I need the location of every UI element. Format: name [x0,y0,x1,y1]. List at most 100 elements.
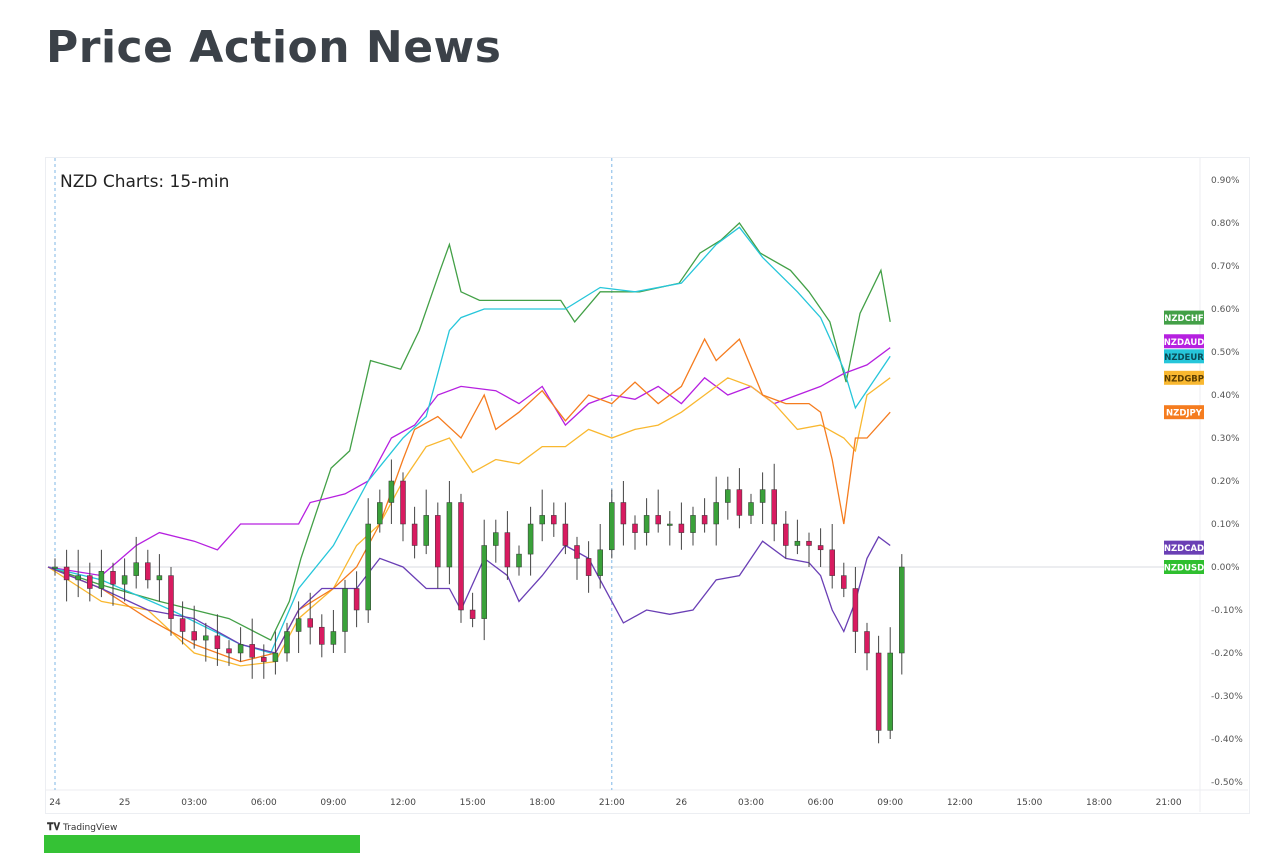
price-label-text: NZDAUD [1164,338,1205,348]
candle [655,489,661,533]
price-label-text: NZDGBP [1164,374,1204,384]
candle-body [597,549,603,576]
candle [423,489,429,555]
candle [98,549,105,598]
candle [609,489,615,559]
price-label-bg [1164,334,1204,349]
tradingview-attribution[interactable]: 𝐓𝐕 TradingView [47,822,117,833]
green-banner[interactable] [44,835,360,853]
candle-body [690,515,696,533]
candle [168,567,174,636]
x-tick-label: 12:00 [947,798,973,808]
candle-body [458,502,464,611]
candle [736,468,743,529]
candle-body [411,523,418,546]
price-label-text: NZDEUR [1164,353,1204,363]
candle [295,601,302,653]
x-tick-label: 15:00 [460,798,486,808]
candle-body [388,480,395,503]
y-tick-label: 0.90% [1211,176,1240,186]
candle [585,541,592,593]
candle [87,562,93,602]
series-line-nzdgbp [47,377,891,667]
tradingview-label: TradingView [62,823,118,833]
candle [690,506,696,546]
candle-body [330,631,337,645]
candle [539,489,545,542]
candle [748,493,754,524]
price-label-text: NZDUSD [1164,564,1204,574]
candle [249,618,255,679]
price-label-bg [1164,370,1204,385]
candle [783,511,789,559]
candle-body [806,540,812,546]
candle-body [75,575,81,581]
candle-body [237,644,244,654]
candle [365,498,371,623]
x-tick-label: 18:00 [529,798,555,808]
candle [272,631,279,675]
series-line-nzdeur [47,226,891,654]
candle [261,644,267,679]
candle [829,524,835,589]
tradingview-logo-icon: 𝐓𝐕 [47,822,61,833]
candle-body [551,515,557,525]
y-tick-label: 0.80% [1211,219,1240,229]
y-tick-label: 0.10% [1211,520,1240,530]
candle-body [574,545,580,559]
candle [446,481,453,585]
candle [887,627,893,739]
x-tick-label: 21:00 [599,798,625,808]
candle [667,511,673,546]
price-label-nzdusd: NZDUSD [1164,560,1204,574]
candle-body [342,588,348,632]
candle-body [400,480,406,525]
candle [121,558,128,602]
candle [875,635,882,744]
candle [342,579,348,653]
candle [330,610,337,653]
candle-body [667,523,673,526]
candle [156,554,163,602]
candle-body [748,502,754,516]
candle [203,622,209,662]
candle-body [655,515,661,525]
x-tick-label: 09:00 [877,798,903,808]
candle-body [319,626,325,645]
candle [806,532,812,567]
candle-body [725,489,731,503]
candle [759,472,766,524]
candle-body [98,571,105,589]
x-tick-label: 03:00 [181,798,207,808]
candle-body [493,532,499,546]
candle-body [133,562,139,576]
candle [353,571,360,628]
candle [179,601,186,645]
candle-body [794,540,801,546]
candle [643,498,650,546]
candle-body [864,631,870,654]
candle [319,614,325,658]
candle-body [759,489,766,503]
price-label-nzdjpy: NZDJPY [1164,405,1204,420]
price-label-text: NZDJPY [1166,409,1203,419]
candle-body [261,657,267,662]
candle-body [145,562,151,581]
price-label-bg [1164,310,1204,325]
y-tick-label: -0.20% [1211,649,1243,659]
y-tick-label: 0.70% [1211,262,1240,272]
price-label-text: NZDCAD [1164,544,1204,554]
candle-body [504,532,511,568]
candle [620,481,627,546]
candle-body [446,502,453,568]
candle [771,463,777,542]
x-tick-label: 03:00 [738,798,764,808]
price-label-nzdaud: NZDAUD [1164,334,1205,349]
candle [713,476,719,546]
candle-body [179,618,186,632]
price-label-text: NZDCHF [1164,314,1204,324]
candle-body [121,575,128,585]
x-tick-label: 24 [49,798,61,808]
candle [435,502,441,589]
